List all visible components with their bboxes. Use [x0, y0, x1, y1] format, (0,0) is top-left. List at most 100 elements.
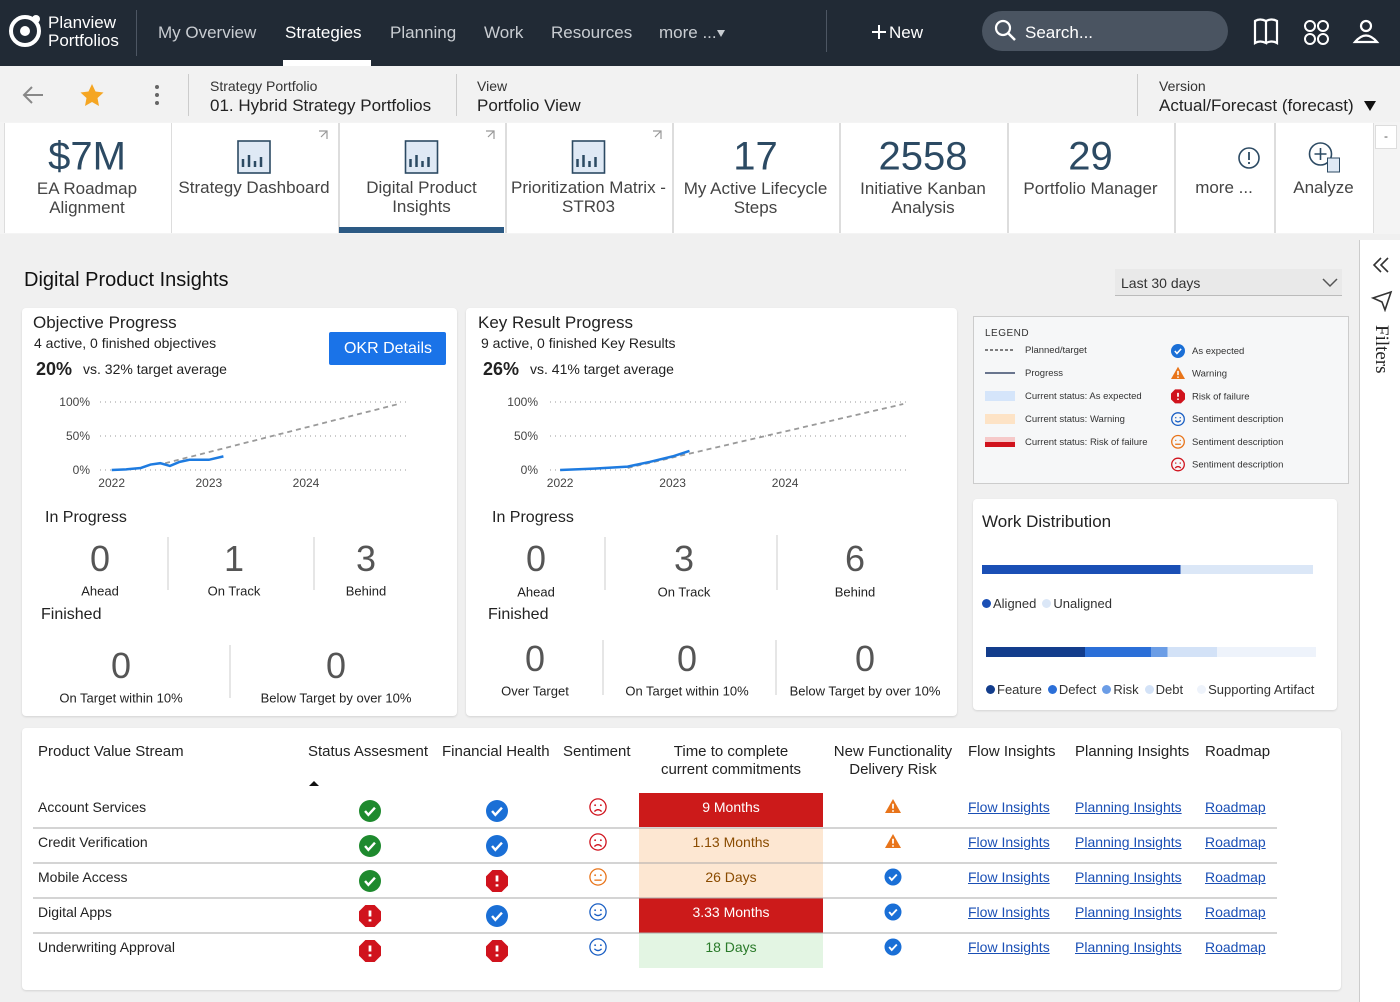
progress-average: vs. 32% target average — [83, 361, 227, 377]
collapse-button[interactable]: - — [1375, 125, 1397, 149]
link[interactable]: Flow Insights — [968, 799, 1050, 815]
legend-item[interactable]: Supporting Artifact — [1197, 682, 1314, 697]
tile-value: $7M — [48, 134, 126, 179]
tile-label: Prioritization Matrix - STR03 — [511, 178, 666, 216]
link[interactable]: Planning Insights — [1075, 799, 1182, 815]
row-name: Credit Verification — [38, 834, 148, 850]
tile[interactable] — [673, 123, 840, 233]
nav-item[interactable]: more ... — [659, 23, 717, 42]
legend-label: Supporting Artifact — [1208, 682, 1315, 697]
counter-value: 0 — [110, 645, 132, 686]
link[interactable]: Flow Insights — [968, 834, 1050, 850]
legend-item[interactable]: Unaligned — [1042, 596, 1112, 611]
time-cell — [639, 863, 823, 898]
context-value[interactable]: 01. Hybrid Strategy Portfolios — [210, 96, 432, 115]
column-header[interactable]: Flow Insights — [968, 743, 1056, 760]
legend-title: LEGEND — [985, 328, 1030, 339]
link[interactable]: Flow Insights — [968, 904, 1050, 920]
nav-item[interactable]: Work — [484, 23, 524, 42]
link[interactable]: Planning Insights — [1075, 834, 1182, 850]
tile-label: Portfolio Manager — [1023, 179, 1158, 198]
nav-item[interactable]: Resources — [551, 23, 633, 42]
counter-value: 0 — [854, 638, 876, 679]
tile-label: EA Roadmap Alignment — [36, 179, 138, 217]
legend-label: Debt — [1155, 682, 1184, 697]
tile[interactable] — [1275, 123, 1374, 233]
header-icons — [1253, 18, 1380, 45]
nav-item[interactable]: My Overview — [158, 23, 257, 42]
column-header[interactable]: Roadmap — [1205, 743, 1271, 760]
context-icons — [22, 84, 159, 106]
link[interactable]: Planning Insights — [1075, 869, 1182, 885]
logo-icon — [9, 15, 41, 47]
row-name: Mobile Access — [38, 869, 128, 885]
tile[interactable] — [1175, 123, 1275, 233]
link[interactable]: Roadmap — [1205, 834, 1266, 850]
counter-label: Behind — [345, 583, 387, 599]
tile-value: 29 — [1068, 134, 1113, 179]
progress-average: vs. 41% target average — [530, 361, 674, 377]
column-header[interactable]: Sentiment — [563, 743, 631, 760]
tile[interactable] — [4, 123, 172, 233]
card-title: Work Distribution — [982, 512, 1112, 531]
link[interactable]: Roadmap — [1205, 869, 1266, 885]
time-value: 18 Days — [705, 939, 757, 955]
filters-panel[interactable] — [1359, 240, 1400, 1002]
legend-dot — [986, 685, 995, 694]
column-header[interactable]: Status Assesment — [308, 743, 429, 760]
card-title: Key Result Progress — [478, 313, 633, 332]
context-bar — [0, 66, 1400, 123]
legend-label: Aligned — [993, 596, 1037, 611]
counter-label: Ahead — [517, 584, 555, 600]
link[interactable]: Flow Insights — [968, 939, 1050, 955]
tile-label: more ... — [1195, 178, 1253, 197]
link[interactable]: Roadmap — [1205, 904, 1266, 920]
tile[interactable] — [1008, 123, 1175, 233]
bar-legend: Aligned Unaligned — [982, 596, 1112, 611]
legend-item[interactable]: Risk — [1102, 682, 1139, 697]
column-header[interactable]: Financial Health — [442, 743, 550, 760]
legend-item[interactable]: Debt — [1144, 682, 1184, 697]
counter-value: 0 — [325, 645, 347, 686]
search-box[interactable] — [982, 11, 1228, 51]
link[interactable]: Roadmap — [1205, 799, 1266, 815]
legend-item[interactable]: Defect — [1047, 682, 1096, 697]
divider — [826, 10, 827, 52]
context-label: View — [477, 78, 508, 94]
legend-item[interactable]: Aligned — [982, 596, 1036, 611]
legend-dot — [1102, 685, 1112, 694]
active-tile-bar — [339, 227, 504, 233]
row-name: Account Services — [38, 799, 147, 815]
legend-box — [973, 316, 1349, 484]
counter-label: On Target within 10% — [625, 683, 749, 699]
brand-line: Portfolios — [48, 31, 119, 50]
column-header[interactable]: Product Value Stream — [38, 743, 184, 760]
link[interactable]: Planning Insights — [1075, 939, 1182, 955]
tile[interactable] — [840, 123, 1008, 233]
new-button[interactable]: New — [889, 23, 924, 42]
range-select[interactable] — [1115, 269, 1342, 296]
context-value[interactable]: Actual/Forecast (forecast) — [1159, 96, 1354, 115]
nav-item[interactable]: Planning — [390, 23, 457, 42]
context-value[interactable]: Portfolio View — [477, 96, 581, 115]
link[interactable]: Flow Insights — [968, 869, 1050, 885]
row-name: Underwriting Approval — [38, 939, 175, 955]
tile-label: Strategy Dashboard — [178, 178, 330, 197]
legend-dot — [1047, 685, 1057, 694]
search-placeholder: Search... — [1025, 23, 1094, 42]
link[interactable]: Roadmap — [1205, 939, 1266, 955]
column-header[interactable]: Planning Insights — [1075, 743, 1190, 760]
active-indicator — [283, 60, 371, 66]
okr-button[interactable] — [329, 332, 446, 365]
nav-item[interactable]: Strategies — [285, 23, 362, 42]
counter-label: Below Target by over 10% — [789, 683, 941, 699]
row-name: Digital Apps — [38, 904, 112, 920]
plus-icon — [872, 25, 886, 39]
column-header[interactable]: Time to complete current commitments — [660, 743, 802, 778]
legend-item[interactable]: Feature — [986, 682, 1042, 697]
link[interactable]: Planning Insights — [1075, 904, 1182, 920]
counter-value: 3 — [355, 538, 377, 579]
column-header[interactable]: New Functionality Delivery Risk — [833, 743, 953, 778]
